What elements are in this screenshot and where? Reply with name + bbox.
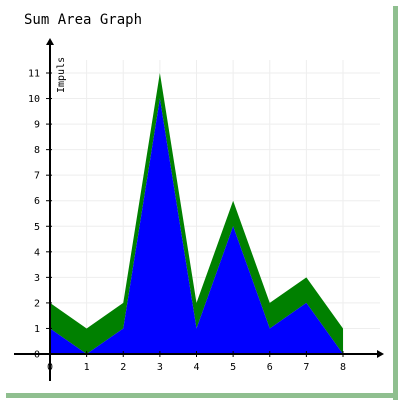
y-axis-label: Impuls — [56, 57, 67, 93]
y-tick-label-2: 2 — [34, 298, 40, 309]
x-axis-arrow — [377, 350, 384, 358]
y-tick-label-10: 10 — [28, 94, 40, 105]
x-tick-label-0: 0 — [47, 362, 53, 373]
x-tick-label-6: 6 — [267, 362, 273, 373]
y-tick-label-6: 6 — [34, 196, 40, 207]
x-tick-label-1: 1 — [84, 362, 90, 373]
y-tick-label-5: 5 — [34, 222, 40, 233]
x-tick-label-8: 8 — [340, 362, 346, 373]
y-tick-label-0: 0 — [34, 350, 40, 361]
x-tick-label-3: 3 — [157, 362, 163, 373]
series-areas — [50, 73, 343, 354]
y-axis-ticks: 0 1 2 3 4 5 6 7 8 9 10 11 — [28, 69, 52, 361]
x-tick-label-4: 4 — [193, 362, 199, 373]
x-tick-label-7: 7 — [303, 362, 309, 373]
y-tick-label-9: 9 — [34, 120, 40, 131]
y-tick-label-3: 3 — [34, 273, 40, 284]
x-axis-ticks: 0 1 2 3 4 5 6 7 8 — [47, 351, 346, 373]
frame-shadow-bottom — [6, 393, 398, 398]
y-tick-label-11: 11 — [28, 69, 40, 80]
series-area-2 — [50, 73, 343, 354]
y-axis-arrow — [46, 38, 54, 45]
chart-title: Sum Area Graph — [24, 12, 143, 28]
x-tick-label-2: 2 — [120, 362, 126, 373]
y-tick-label-7: 7 — [34, 171, 40, 182]
series-area-1 — [50, 98, 343, 354]
y-tick-label-8: 8 — [34, 145, 40, 156]
y-tick-label-4: 4 — [34, 247, 40, 258]
x-tick-label-5: 5 — [230, 362, 236, 373]
y-tick-label-1: 1 — [34, 324, 40, 335]
frame-shadow-right — [393, 6, 398, 400]
